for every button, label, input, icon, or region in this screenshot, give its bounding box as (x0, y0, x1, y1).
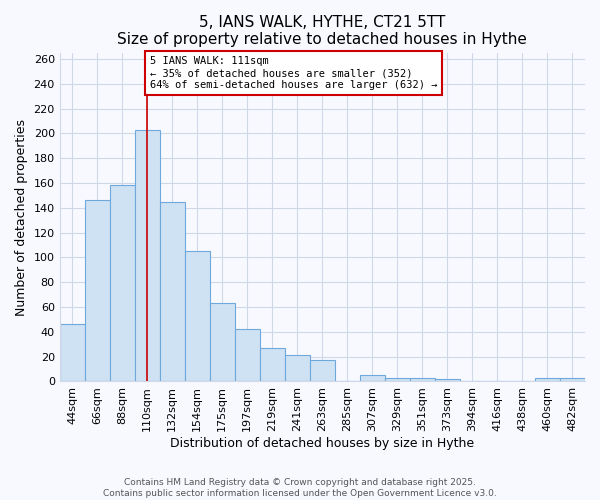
Text: 5 IANS WALK: 111sqm
← 35% of detached houses are smaller (352)
64% of semi-detac: 5 IANS WALK: 111sqm ← 35% of detached ho… (150, 56, 437, 90)
Y-axis label: Number of detached properties: Number of detached properties (15, 118, 28, 316)
Title: 5, IANS WALK, HYTHE, CT21 5TT
Size of property relative to detached houses in Hy: 5, IANS WALK, HYTHE, CT21 5TT Size of pr… (118, 15, 527, 48)
Bar (85, 200, 110, 382)
Bar (235, 330, 260, 382)
Bar (185, 251, 210, 382)
Bar (310, 360, 335, 382)
Bar (59, 324, 85, 382)
Bar (110, 186, 135, 382)
Bar (260, 348, 285, 382)
Bar (135, 130, 160, 382)
Bar (560, 378, 585, 382)
Bar (160, 202, 185, 382)
Bar (210, 304, 235, 382)
Bar (535, 378, 560, 382)
Bar (410, 378, 435, 382)
Bar (435, 379, 460, 382)
Bar (385, 378, 410, 382)
Bar (360, 376, 385, 382)
Text: Contains HM Land Registry data © Crown copyright and database right 2025.
Contai: Contains HM Land Registry data © Crown c… (103, 478, 497, 498)
X-axis label: Distribution of detached houses by size in Hythe: Distribution of detached houses by size … (170, 437, 475, 450)
Bar (285, 356, 310, 382)
